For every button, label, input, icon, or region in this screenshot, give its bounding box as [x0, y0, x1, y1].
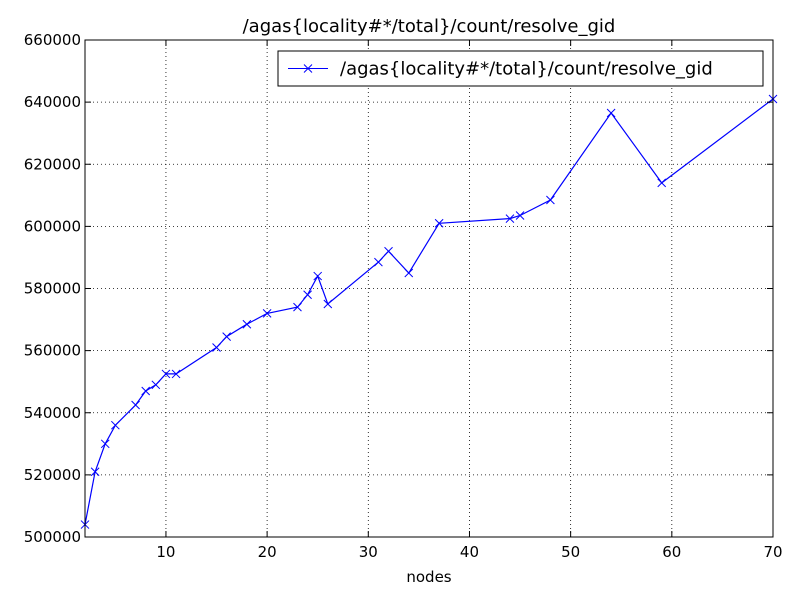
data-point-marker — [262, 308, 272, 318]
legend-marker-x — [303, 64, 313, 73]
data-point-marker — [657, 178, 667, 188]
legend-box — [277, 50, 764, 87]
y-tick-label: 660000 — [24, 31, 81, 49]
y-tick-label: 600000 — [24, 217, 81, 235]
data-point-marker — [515, 211, 525, 220]
data-point-marker — [546, 195, 555, 205]
plot-area — [80, 94, 778, 529]
y-tick-label: 640000 — [24, 93, 81, 111]
y-tick-label: 580000 — [24, 280, 81, 298]
data-point-marker — [110, 420, 120, 430]
data-point-marker — [100, 439, 110, 449]
data-point-marker — [374, 257, 383, 267]
data-point-marker — [171, 369, 181, 379]
legend: /agas{locality#*/total}/count/resolve_gi… — [277, 50, 764, 87]
data-point-marker — [242, 319, 252, 329]
axis-ticks: 10 20 30 40 50 60 70 500000 520000 540000 560000 58… — [24, 31, 783, 561]
data-point-marker — [404, 268, 414, 278]
x-tick-label: 30 — [359, 543, 378, 561]
data-point-marker — [505, 214, 515, 223]
data-point-marker — [212, 343, 221, 352]
y-tick-label: 520000 — [24, 466, 81, 484]
data-point-marker — [141, 386, 151, 396]
legend-entry-label: /agas{locality#*/total}/count/resolve_gi… — [340, 59, 713, 80]
x-tick-label: 10 — [156, 543, 175, 561]
data-point-marker — [323, 299, 333, 309]
x-tick-label: 60 — [662, 543, 681, 561]
y-tick-label: 620000 — [24, 155, 81, 173]
x-tick-label: 50 — [561, 543, 580, 561]
y-tick-label: 560000 — [24, 342, 81, 360]
x-axis-label: nodes — [406, 568, 451, 586]
chart-title: /agas{locality#*/total}/count/resolve_gi… — [243, 16, 616, 37]
y-tick-label: 540000 — [24, 404, 81, 422]
data-point-marker — [222, 332, 232, 342]
x-tick-label: 40 — [460, 543, 479, 561]
data-point-marker — [434, 218, 444, 228]
x-tick-label: 20 — [258, 543, 277, 561]
data-point-marker — [161, 369, 171, 379]
data-point-marker — [313, 271, 323, 281]
x-tick-label: 70 — [763, 543, 782, 561]
data-point-marker — [90, 467, 100, 477]
data-point-marker — [303, 290, 312, 300]
y-tick-label: 500000 — [24, 528, 81, 546]
data-point-marker — [384, 246, 393, 256]
data-point-marker — [606, 108, 616, 118]
data-point-marker — [151, 380, 161, 390]
data-point-marker — [293, 302, 302, 312]
data-point-marker — [131, 400, 140, 410]
